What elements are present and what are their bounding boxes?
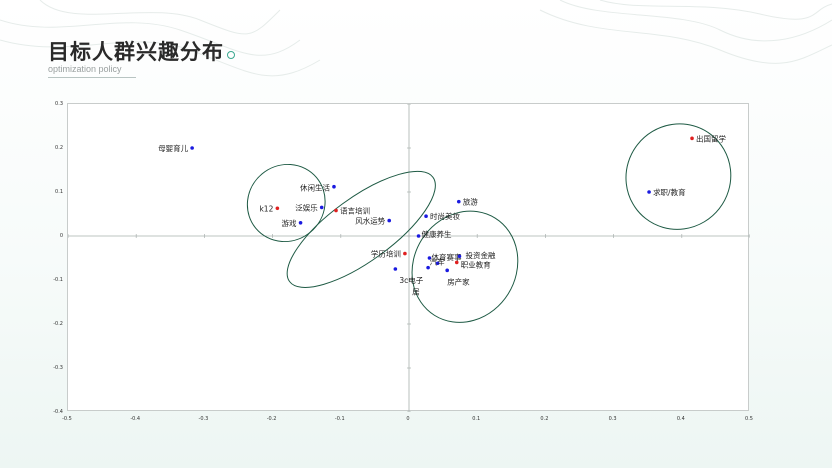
point-label: 休闲生活 [300,183,330,193]
point-label: 语言培训 [340,205,370,215]
point-label: 体育赛事 [431,252,461,262]
data-point [298,221,303,225]
scatter-chart: 母婴育儿 出国留学求职/教育 休闲生活泛娱乐 k12 游戏 语言培训 风水运势 旅游 时尚美妆健… [67,103,750,412]
point-label: 母婴育儿 [158,143,188,153]
cluster-ellipse [411,210,519,323]
point-label: 时尚美妆 [430,211,460,221]
point-label: 汽车 [430,256,445,266]
data-point [445,268,449,273]
subtitle-underline [48,77,136,78]
title-accent-dot-icon [227,51,235,59]
data-point [416,234,421,238]
page-title-text: 目标人群兴趣分布 [48,40,224,64]
point-label: 居 [412,288,420,297]
point-label: 游戏 [282,218,297,228]
point-label: 房产家 [447,276,470,286]
data-point [427,256,432,260]
point-label: 出国留学 [696,133,726,143]
data-point [387,218,392,223]
page-subtitle: optimization policy [48,64,122,74]
data-point [435,261,440,266]
data-point [393,267,398,271]
data-point [190,146,194,150]
point-label: 投资金融 [465,250,495,260]
data-point [332,184,336,189]
data-point [690,136,694,141]
data-point [424,214,428,218]
point-label: 健康养生 [422,229,452,239]
point-label: k12 [259,204,273,213]
point-label: 求职/教育 [653,187,686,197]
data-point [456,199,461,204]
data-point [426,265,430,270]
page-title: 目标人群兴趣分布 [48,36,235,66]
point-label: 学历培训 [371,249,401,259]
data-point [457,254,462,259]
data-point [403,251,407,256]
cluster-ellipse [286,170,436,288]
data-point [334,208,338,213]
point-label: 旅游 [463,197,478,207]
data-point [647,190,651,194]
cluster-ellipse [246,163,326,243]
cluster-ellipse [625,123,732,230]
point-label: 风水运势 [355,216,385,226]
point-label: 职业教育 [461,259,491,269]
data-point [275,206,280,211]
point-label: 3c电子 [399,275,423,285]
point-label: 泛娱乐 [295,202,318,212]
data-point [454,260,459,265]
data-point [319,205,324,210]
